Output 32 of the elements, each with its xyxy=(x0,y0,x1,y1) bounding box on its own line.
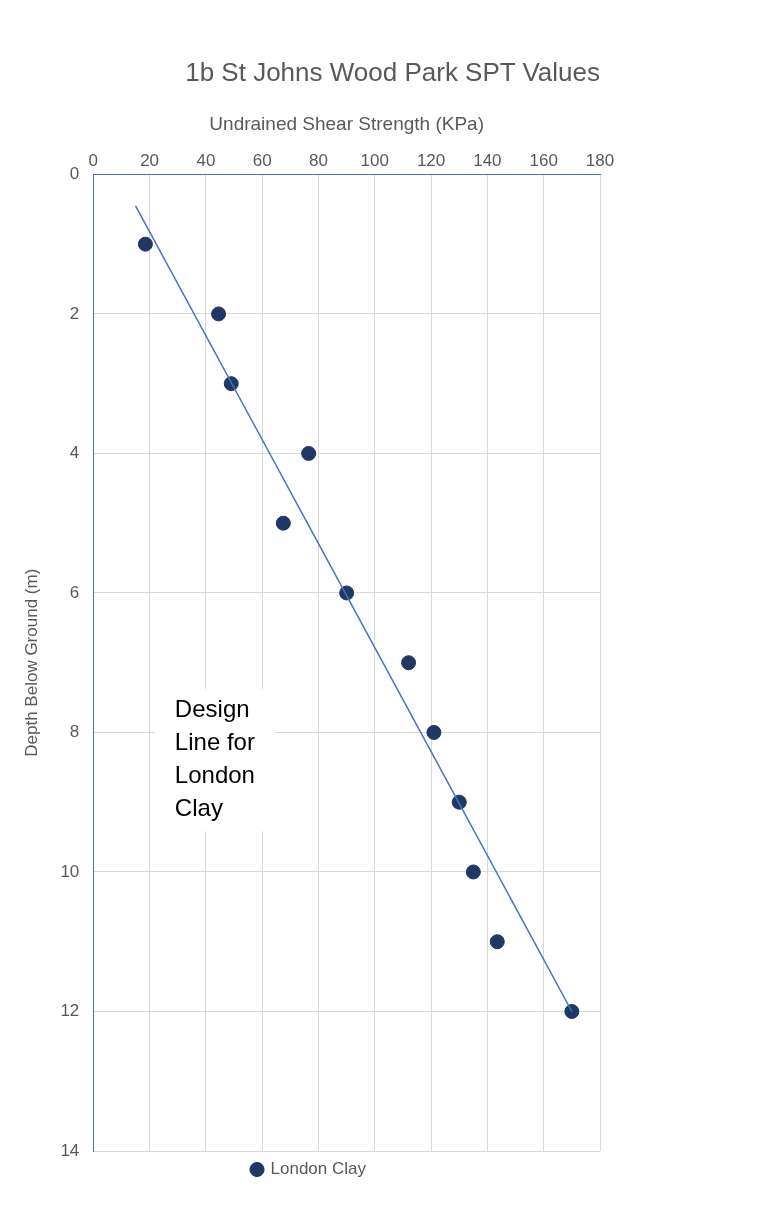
x-tick-label: 100 xyxy=(360,150,389,170)
point xyxy=(211,306,227,322)
y-tick-label: 8 xyxy=(69,722,80,742)
x-tick-label: 140 xyxy=(473,150,502,170)
point xyxy=(489,934,505,950)
x-tick-label: 60 xyxy=(252,150,272,170)
x-tick-label: 180 xyxy=(585,150,615,170)
y-tick-label: 10 xyxy=(60,861,80,881)
point xyxy=(564,1003,580,1019)
annotation: Design Line for London Clay xyxy=(174,695,255,822)
y-axis-title: Depth Below Ground (m) xyxy=(21,568,41,757)
point xyxy=(275,515,291,531)
point xyxy=(137,236,153,252)
x-tick-label: 0 xyxy=(88,150,99,170)
y-tick-label: 2 xyxy=(69,303,80,323)
point xyxy=(401,655,417,671)
x-tick-label: 120 xyxy=(416,150,446,170)
y-tick-label: 14 xyxy=(60,1140,80,1160)
x-tick-label: 20 xyxy=(140,150,160,170)
legend-label: London Clay xyxy=(270,1159,367,1179)
x-axis-title: Undrained Shear Strength (KPa) xyxy=(209,112,484,134)
x-tick-label: 80 xyxy=(309,150,328,170)
y-tick-label: 0 xyxy=(69,164,80,184)
x-tick-label: 160 xyxy=(529,150,558,170)
y-tick-label: 6 xyxy=(69,582,80,602)
y-tick-label: 4 xyxy=(69,443,80,463)
point xyxy=(301,445,317,461)
x-tick-label: 40 xyxy=(196,150,216,170)
point xyxy=(465,864,481,880)
chart-title: 1b St Johns Wood Park SPT Values xyxy=(185,56,600,87)
y-tick-label: 12 xyxy=(60,1001,80,1021)
point xyxy=(426,724,442,740)
